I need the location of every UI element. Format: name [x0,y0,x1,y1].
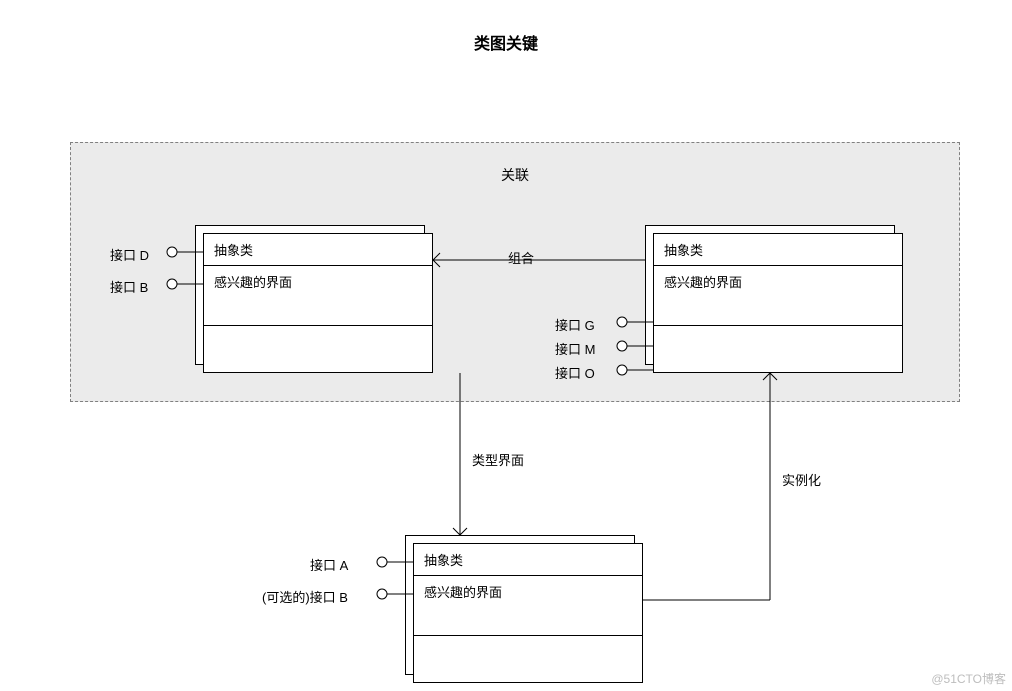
class-box-front: 抽象类 感兴趣的界面 [413,543,643,683]
diagram-title: 类图关键 [0,30,1012,54]
class-box-interface-row: 感兴趣的界面 [204,266,432,326]
class-box-interface-row: 感兴趣的界面 [414,576,642,636]
port-label-bottom-0: 接口 A [310,555,348,574]
class-box-empty-row [654,326,902,373]
port-label-right-1: 接口 M [555,339,595,358]
watermark-text: @51CTO博客 [931,670,1006,687]
port-label-bottom-1: (可选的)接口 B [262,587,348,606]
class-box-interface-row: 感兴趣的界面 [654,266,902,326]
edge-label-composition: 组合 [508,248,534,267]
port-label-right-2: 接口 O [555,363,595,382]
edge-label-type-interface: 类型界面 [472,450,524,469]
class-box-empty-row [204,326,432,373]
class-box-left: 抽象类 感兴趣的界面 [195,225,433,373]
class-box-title: 抽象类 [654,234,902,266]
association-panel-label: 关联 [71,165,959,185]
class-box-empty-row [414,636,642,683]
port-label-right-0: 接口 G [555,315,595,334]
class-box-right: 抽象类 感兴趣的界面 [645,225,903,373]
edge-label-instantiate: 实例化 [782,470,821,489]
class-box-front: 抽象类 感兴趣的界面 [203,233,433,373]
class-box-title: 抽象类 [204,234,432,266]
port-label-left-1: 接口 B [110,277,148,296]
class-box-title: 抽象类 [414,544,642,576]
port-label-left-0: 接口 D [110,245,149,264]
class-box-bottom: 抽象类 感兴趣的界面 [405,535,643,683]
class-box-front: 抽象类 感兴趣的界面 [653,233,903,373]
